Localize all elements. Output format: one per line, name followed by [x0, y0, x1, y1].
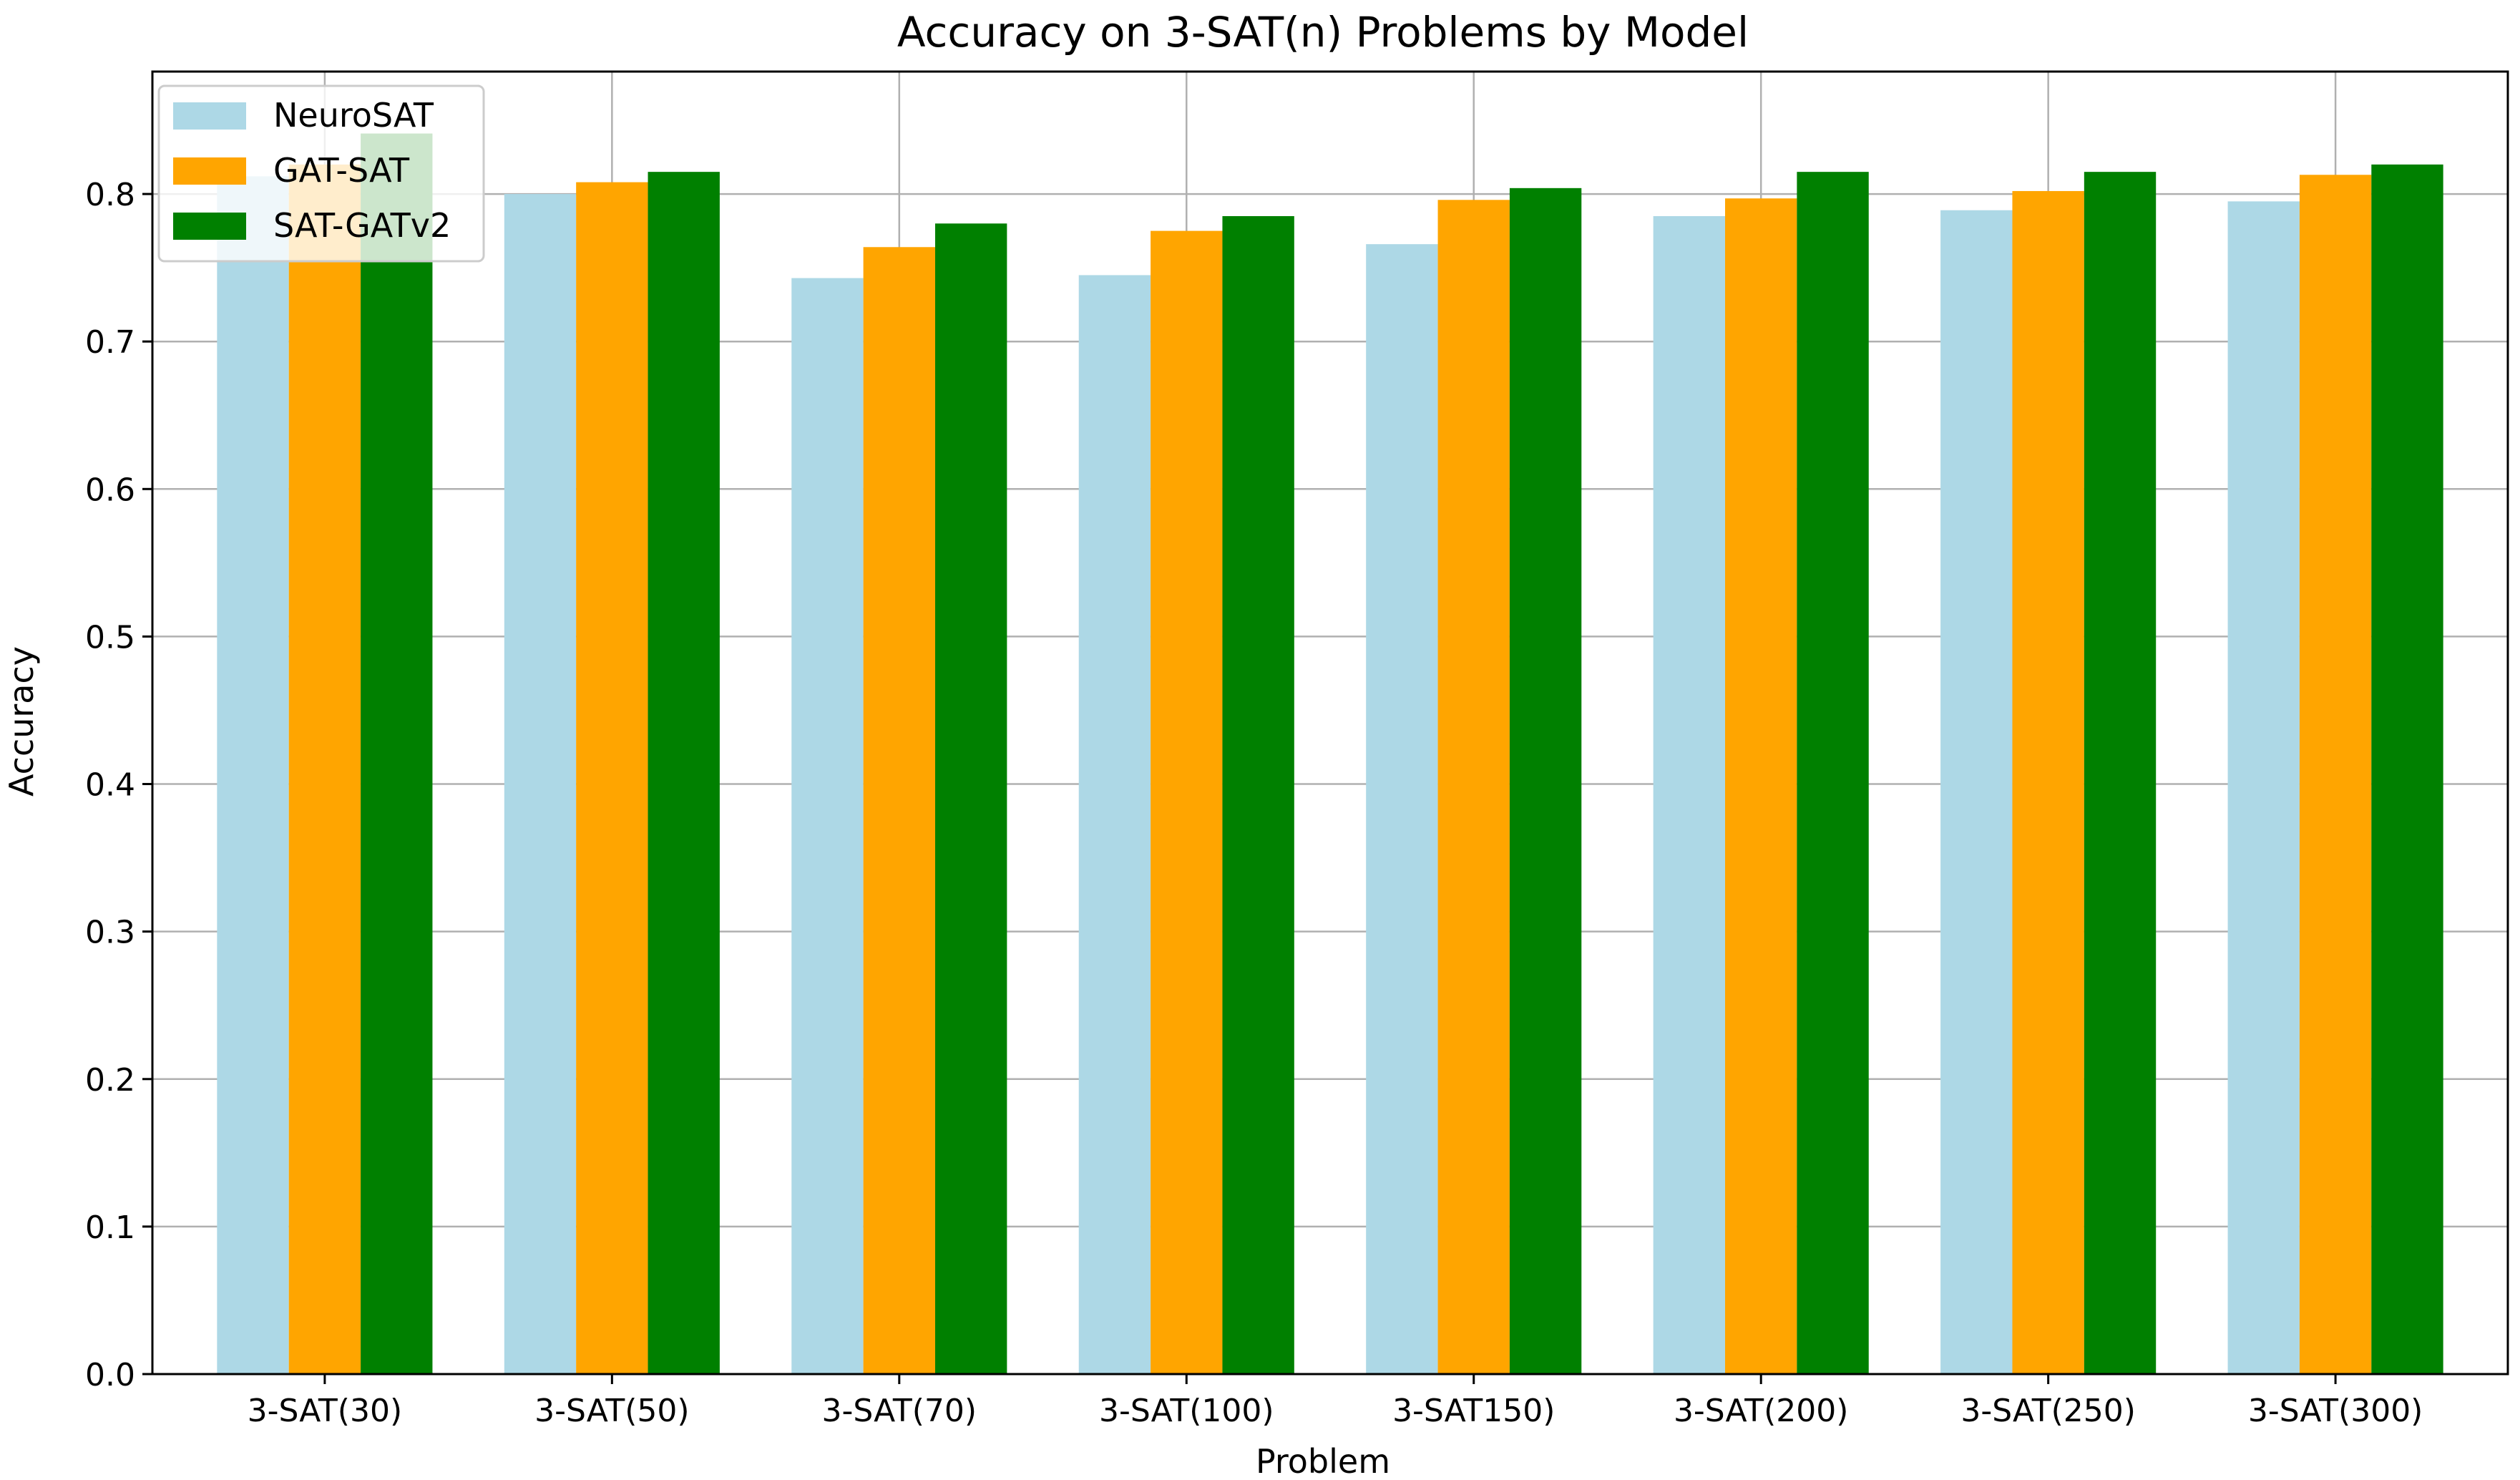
bars-layer — [217, 133, 2443, 1375]
bar-sat-gatv2 — [2371, 164, 2443, 1374]
x-axis-label: Problem — [1256, 1442, 1390, 1480]
x-tick-label: 3-SAT(70) — [822, 1393, 977, 1429]
legend-label: SAT-GATv2 — [273, 206, 451, 245]
bar-sat-gatv2 — [648, 172, 720, 1374]
bar-neurosat — [791, 278, 864, 1374]
x-tick-label: 3-SAT(200) — [1674, 1393, 1849, 1429]
y-axis-label: Accuracy — [2, 646, 41, 797]
y-tick-label: 0.2 — [85, 1062, 135, 1099]
legend-swatch — [173, 213, 246, 240]
bar-gat-sat — [1725, 198, 1797, 1375]
bar-sat-gatv2 — [1222, 215, 1294, 1375]
y-tick-label: 0.1 — [85, 1209, 135, 1246]
x-tick-label: 3-SAT(30) — [248, 1393, 403, 1429]
legend-label: NeuroSAT — [273, 96, 434, 135]
bar-sat-gatv2 — [361, 133, 433, 1375]
ticks-layer: 0.0 0.1 0.2 0.3 0.4 0.5 0.6 0.7 0.8 3-SAT(30) 3-SA… — [85, 177, 2423, 1429]
axes-frame — [151, 70, 2509, 1376]
legend-swatch — [173, 102, 246, 130]
y-tick-label: 0.7 — [85, 324, 135, 361]
y-tick-label: 0.5 — [85, 619, 135, 656]
y-tick-label: 0.3 — [85, 915, 135, 951]
x-tick-label: 3-SAT150) — [1392, 1393, 1555, 1429]
y-tick-label: 0.8 — [85, 177, 135, 213]
y-tick-label: 0.6 — [85, 472, 135, 508]
x-tick-label: 3-SAT(50) — [534, 1393, 690, 1429]
bar-neurosat — [504, 194, 577, 1374]
axes-layer — [151, 70, 2509, 1376]
bar-gat-sat — [2012, 190, 2084, 1374]
bar-gat-sat — [2299, 175, 2372, 1374]
bar-gat-sat — [1437, 200, 1510, 1374]
legend-swatch — [173, 157, 246, 185]
bar-sat-gatv2 — [2084, 172, 2157, 1374]
bar-sat-gatv2 — [934, 223, 1007, 1375]
bar-neurosat — [1366, 244, 1438, 1374]
x-tick-label: 3-SAT(300) — [2248, 1393, 2423, 1429]
bar-neurosat — [1940, 210, 2013, 1375]
bar-neurosat — [1653, 215, 1726, 1375]
bar-neurosat — [217, 176, 289, 1374]
bar-gat-sat — [288, 164, 361, 1374]
chart-title: Accuracy on 3-SAT(n) Problems by Model — [897, 8, 1749, 57]
bar-sat-gatv2 — [1797, 172, 1869, 1374]
y-tick-label: 0.0 — [85, 1357, 135, 1393]
bar-gat-sat — [1151, 230, 1223, 1375]
x-tick-label: 3-SAT(100) — [1099, 1393, 1274, 1429]
bar-neurosat — [1078, 275, 1151, 1374]
bar-sat-gatv2 — [1509, 188, 1582, 1374]
y-tick-label: 0.4 — [85, 767, 135, 804]
bar-gat-sat — [576, 182, 648, 1374]
legend-items: NeuroSAT GAT-SAT SAT-GATv2 — [173, 96, 451, 245]
legend-label: GAT-SAT — [273, 151, 410, 190]
bar-gat-sat — [863, 247, 935, 1374]
legend: NeuroSAT GAT-SAT SAT-GATv2 — [157, 84, 485, 263]
bar-neurosat — [2227, 201, 2300, 1375]
x-tick-label: 3-SAT(250) — [1960, 1393, 2136, 1429]
